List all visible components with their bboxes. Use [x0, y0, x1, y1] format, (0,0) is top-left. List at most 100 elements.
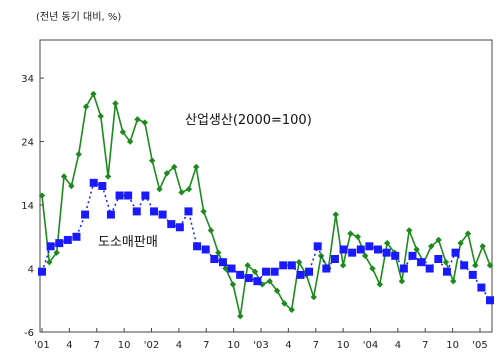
x-tick-label: 4 [176, 340, 182, 351]
data-point-diamond [222, 265, 229, 272]
data-point-diamond [354, 233, 362, 240]
unit-label: (전년 동기 대비, %) [36, 11, 121, 23]
data-point-square [374, 245, 382, 254]
data-point-diamond [435, 236, 442, 244]
data-point-diamond [229, 281, 237, 288]
data-point-square [425, 264, 434, 273]
x-tick-label: 4 [285, 340, 291, 351]
data-point-diamond [428, 243, 435, 250]
data-point-diamond [406, 227, 413, 234]
data-point-square [38, 267, 46, 276]
series-annotation-industrial-production: 산업생산(2000=100) [185, 113, 312, 128]
data-point-square [408, 251, 417, 260]
data-point-diamond [90, 90, 97, 98]
data-point-square [365, 242, 374, 251]
x-tick-label: 7 [422, 340, 428, 351]
data-point-square [124, 191, 133, 200]
data-point-square [270, 267, 279, 276]
data-point-square [356, 245, 365, 254]
data-point-diamond [141, 119, 149, 126]
data-point-diamond [134, 116, 141, 123]
x-tick-label: 10 [446, 340, 459, 351]
data-point-square [434, 255, 443, 263]
data-point-diamond [479, 243, 486, 250]
data-point-diamond [472, 262, 479, 269]
data-point-diamond [266, 278, 273, 285]
data-point-diamond [68, 182, 75, 190]
x-tick-label: 7 [313, 340, 319, 351]
data-point-diamond [46, 258, 53, 266]
data-point-diamond [156, 185, 163, 193]
data-point-square [279, 261, 288, 270]
data-point-square [348, 248, 357, 257]
y-tick-label: -6 [24, 328, 34, 339]
data-point-diamond [288, 306, 295, 313]
data-point-square [305, 267, 314, 276]
data-point-square [330, 255, 339, 263]
data-point-diamond [170, 163, 178, 171]
data-point-square [244, 274, 253, 283]
data-point-square [81, 210, 90, 219]
data-point-diamond [60, 173, 68, 180]
x-tick-label: 7 [203, 340, 209, 351]
data-point-diamond [185, 185, 193, 193]
series-layer [38, 90, 494, 320]
data-point-diamond [383, 239, 391, 247]
data-point-square [468, 270, 477, 279]
data-point-diamond [207, 227, 215, 234]
data-point-square [253, 277, 262, 286]
data-point-diamond [38, 192, 46, 199]
series-industrial-production [38, 90, 494, 320]
data-point-square [391, 251, 400, 260]
y-tick-label: 14 [21, 201, 34, 212]
data-point-diamond [112, 100, 119, 107]
data-point-diamond [376, 281, 384, 288]
data-point-square [313, 242, 322, 251]
data-point-square [399, 264, 408, 273]
x-tick-label: '04 [363, 340, 378, 351]
data-point-diamond [82, 103, 90, 110]
data-point-square [141, 191, 150, 200]
series-retail-sales [38, 178, 494, 305]
x-tick-label: '01 [34, 340, 49, 351]
series-line [41, 92, 491, 317]
data-point-square [63, 235, 72, 244]
data-point-square [287, 261, 296, 270]
data-point-square [184, 207, 193, 216]
series-annotation-retail-sales: 도소매판매 [98, 235, 158, 250]
x-tick-label: 10 [337, 340, 350, 351]
data-point-diamond [53, 249, 60, 256]
data-point-diamond [215, 249, 222, 256]
data-point-diamond [413, 246, 420, 253]
data-point-diamond [178, 189, 185, 196]
data-point-diamond [310, 293, 317, 301]
data-point-square [451, 248, 460, 257]
data-point-square [322, 264, 331, 273]
data-point-diamond [450, 278, 457, 285]
data-point-diamond [295, 258, 303, 266]
data-point-diamond [347, 230, 354, 237]
data-point-square [150, 207, 158, 216]
data-point-diamond [119, 128, 126, 136]
data-point-diamond [273, 287, 281, 294]
data-point-square [218, 258, 227, 267]
data-point-square [158, 210, 167, 219]
x-tick-label: '05 [472, 340, 487, 351]
y-tick-label: 34 [21, 74, 34, 85]
data-point-square [46, 242, 55, 251]
data-point-square [460, 261, 469, 270]
data-point-diamond [104, 173, 112, 180]
data-point-diamond [75, 151, 82, 158]
x-tick-label: 4 [395, 340, 401, 351]
data-point-diamond [193, 163, 200, 171]
data-point-square [89, 178, 98, 187]
y-tick-label: 24 [21, 138, 34, 149]
data-point-diamond [97, 112, 104, 120]
data-point-square [227, 264, 236, 273]
data-point-diamond [251, 268, 259, 275]
data-point-square [115, 191, 124, 200]
data-point-diamond [126, 138, 134, 145]
data-point-square [262, 267, 270, 276]
data-point-diamond [148, 157, 156, 164]
data-point-square [477, 283, 486, 292]
